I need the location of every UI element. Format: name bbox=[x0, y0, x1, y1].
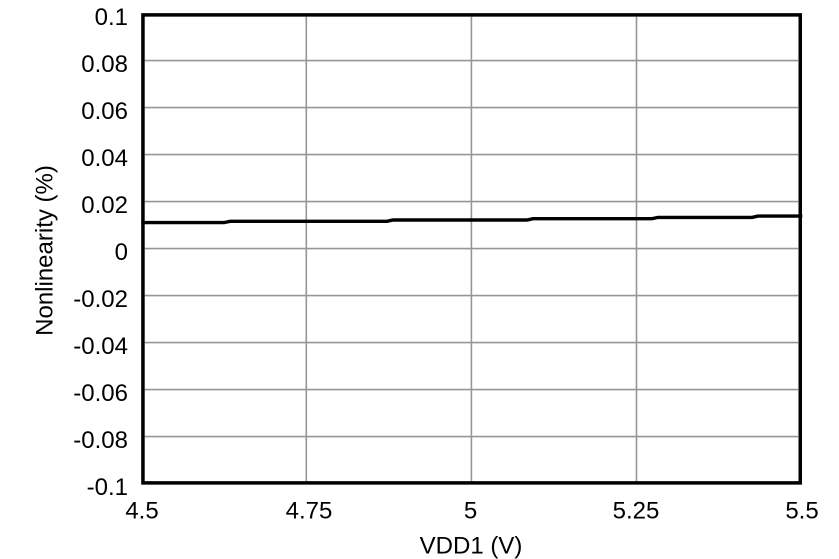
svg-text:-0.1: -0.1 bbox=[87, 474, 128, 501]
svg-text:0: 0 bbox=[115, 239, 128, 266]
svg-text:Nonlinearity (%): Nonlinearity (%) bbox=[32, 165, 59, 336]
svg-text:0.06: 0.06 bbox=[81, 98, 128, 125]
svg-text:0.02: 0.02 bbox=[81, 192, 128, 219]
svg-text:5.25: 5.25 bbox=[613, 497, 660, 524]
svg-text:-0.04: -0.04 bbox=[73, 333, 128, 360]
svg-text:5.5: 5.5 bbox=[785, 497, 818, 524]
svg-text:0.1: 0.1 bbox=[95, 4, 128, 31]
svg-text:VDD1 (V): VDD1 (V) bbox=[420, 533, 523, 559]
svg-text:4.5: 4.5 bbox=[125, 497, 158, 524]
svg-text:0.08: 0.08 bbox=[81, 51, 128, 78]
svg-text:5: 5 bbox=[464, 497, 477, 524]
svg-text:-0.08: -0.08 bbox=[73, 427, 128, 454]
svg-text:-0.02: -0.02 bbox=[73, 286, 128, 313]
svg-text:0.04: 0.04 bbox=[81, 145, 128, 172]
svg-text:-0.06: -0.06 bbox=[73, 380, 128, 407]
svg-text:4.75: 4.75 bbox=[286, 497, 333, 524]
